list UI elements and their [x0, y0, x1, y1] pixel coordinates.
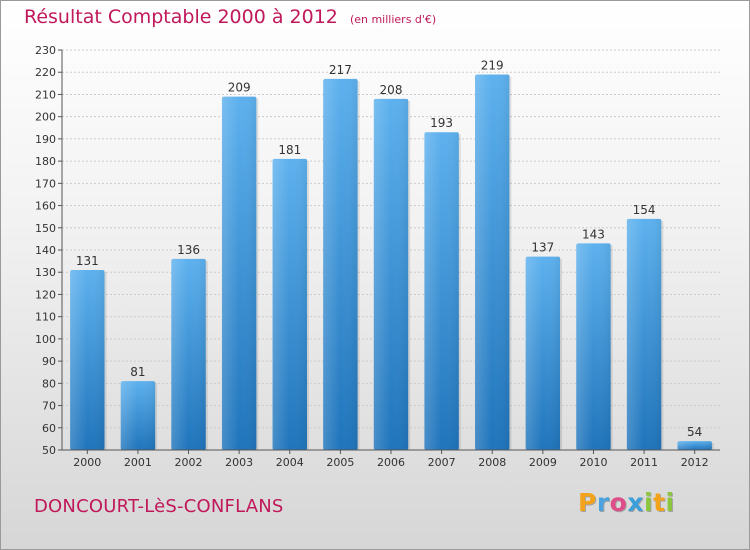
data-label: 81 [130, 365, 145, 379]
bar-highlight [120, 381, 156, 450]
y-tick-label: 190 [35, 133, 56, 146]
y-tick-label: 140 [35, 244, 56, 257]
x-tick-label: 2009 [529, 456, 557, 469]
bar-highlight [272, 158, 307, 450]
proxiti-logo[interactable]: Proxiti [578, 488, 675, 517]
data-label: 209 [228, 81, 251, 95]
y-tick-label: 130 [35, 266, 56, 279]
commune-name: DONCOURT-LèS-CONFLANS [34, 496, 284, 517]
bar-highlight [525, 256, 561, 450]
y-tick-label: 110 [35, 311, 56, 324]
data-label: 219 [481, 58, 504, 72]
bar-highlight [475, 74, 510, 450]
x-tick-label: 2002 [175, 456, 203, 469]
chart-title-text: Résultat Comptable 2000 à 2012 [24, 6, 338, 28]
y-tick-label: 200 [35, 111, 56, 124]
data-label: 217 [329, 63, 352, 77]
bar-highlight [424, 132, 459, 450]
data-label: 181 [278, 143, 301, 157]
data-label: 131 [76, 254, 99, 268]
bar-highlight [70, 270, 105, 450]
data-label: 137 [531, 241, 554, 255]
y-tick-label: 210 [35, 88, 56, 101]
logo-letter: t [653, 488, 666, 517]
x-tick-label: 2005 [326, 456, 354, 469]
x-tick-label: 2011 [630, 456, 658, 469]
x-tick-label: 2010 [579, 456, 607, 469]
bar-highlight [323, 78, 358, 450]
y-tick-label: 60 [42, 422, 56, 435]
bar-highlight [677, 441, 712, 450]
x-tick-label: 2000 [73, 456, 101, 469]
y-tick-label: 230 [35, 44, 56, 57]
data-label: 154 [633, 203, 656, 217]
data-label: 143 [582, 227, 605, 241]
bar-highlight [373, 98, 409, 450]
bar-highlight [576, 243, 611, 450]
y-tick-label: 220 [35, 66, 56, 79]
logo-letter: i [665, 488, 675, 517]
logo-letter: o [609, 488, 628, 517]
y-tick-label: 80 [42, 377, 56, 390]
bar-highlight [221, 96, 257, 451]
x-tick-label: 2007 [428, 456, 456, 469]
logo-letter: i [644, 488, 654, 517]
x-tick-label: 2012 [681, 456, 709, 469]
chart-title: Résultat Comptable 2000 à 2012 (en milli… [24, 6, 436, 28]
x-tick-label: 2008 [478, 456, 506, 469]
logo-letter: P [578, 488, 597, 517]
x-tick-label: 2006 [377, 456, 405, 469]
x-tick-label: 2003 [225, 456, 253, 469]
y-tick-label: 170 [35, 177, 56, 190]
data-label: 54 [687, 425, 702, 439]
x-tick-label: 2001 [124, 456, 152, 469]
chart-subtitle: (en milliers d'€) [349, 13, 437, 26]
y-tick-label: 100 [35, 333, 56, 346]
y-tick-label: 180 [35, 155, 56, 168]
y-tick-label: 50 [42, 444, 56, 457]
data-label: 193 [430, 116, 453, 130]
y-tick-label: 120 [35, 288, 56, 301]
data-label: 136 [177, 243, 200, 257]
logo-letter: x [627, 488, 644, 517]
bar-highlight [171, 258, 206, 450]
data-label: 208 [380, 83, 403, 97]
y-tick-label: 70 [42, 400, 56, 413]
logo-letter: r [596, 488, 610, 517]
bar-highlight [626, 218, 662, 450]
x-tick-label: 2004 [276, 456, 304, 469]
y-tick-label: 90 [42, 355, 56, 368]
y-tick-label: 150 [35, 222, 56, 235]
y-tick-label: 160 [35, 200, 56, 213]
